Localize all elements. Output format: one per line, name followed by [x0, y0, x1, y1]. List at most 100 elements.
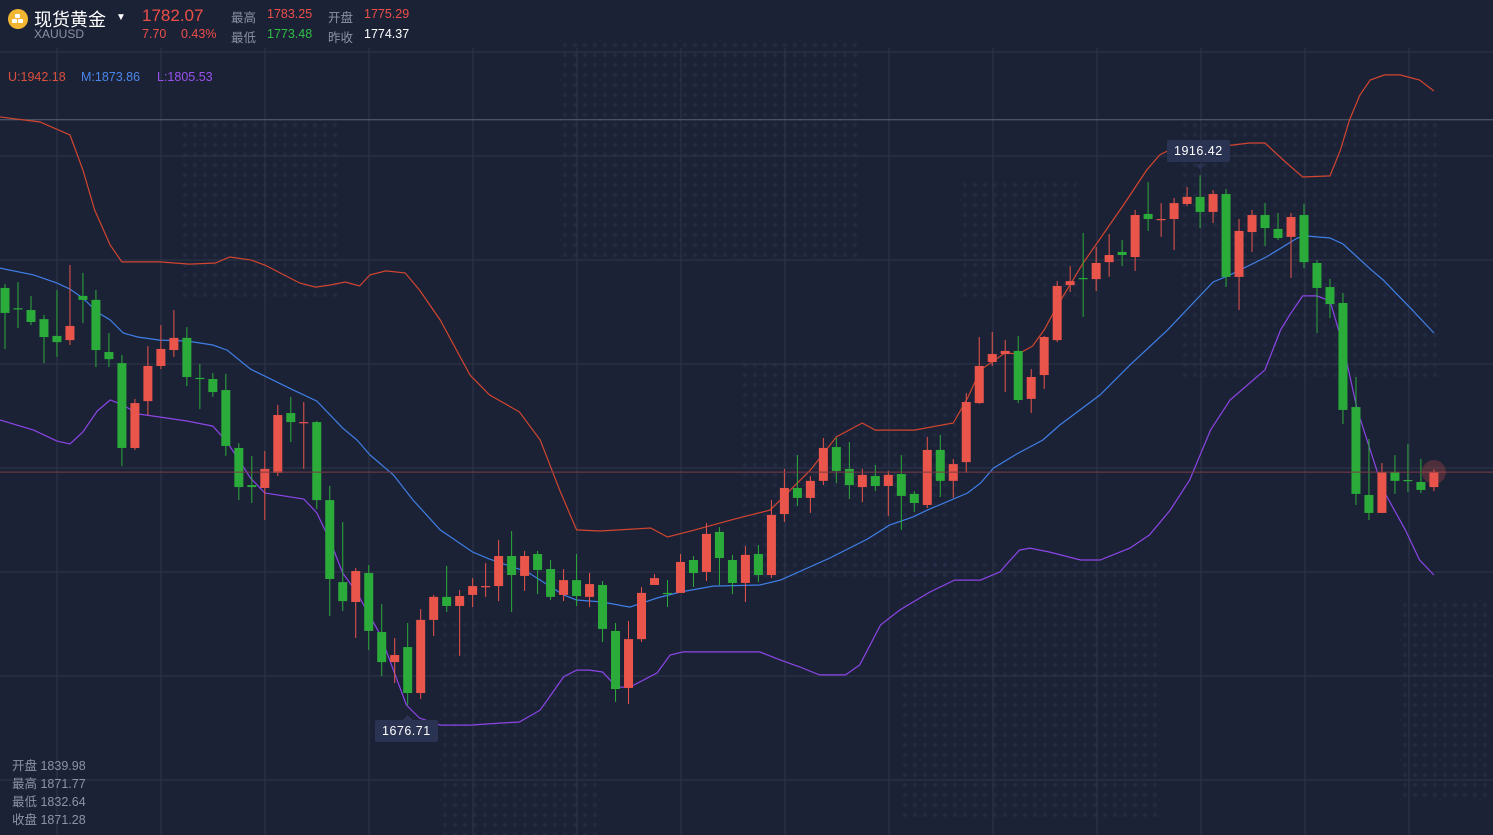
candle-down [1416, 481, 1426, 490]
tooltip-close: 收盘 1871.28 [12, 813, 86, 827]
current-price-glow [1421, 460, 1446, 485]
boll-upper-value: U:1942.18 [8, 70, 66, 84]
instrument-symbol: XAUUSD [34, 27, 85, 41]
price-change-percent: 0.43% [181, 27, 217, 41]
candle-down [1325, 287, 1335, 305]
candle-up [65, 325, 75, 341]
candle-down [792, 487, 802, 498]
open-value: 1775.29 [364, 7, 410, 21]
candle-up [624, 639, 634, 688]
candle-up [1026, 377, 1036, 399]
candle-up [468, 586, 478, 595]
candle-up [273, 415, 283, 473]
world-map-dots [900, 560, 1160, 820]
candle-down [598, 584, 608, 629]
candle-down [1273, 228, 1283, 239]
candle-down [935, 449, 945, 481]
world-map-dots [560, 40, 860, 260]
candle-up [857, 474, 867, 488]
candle-up [961, 401, 971, 463]
candle-up [1377, 472, 1387, 513]
candle-down [0, 287, 10, 313]
candle-down [1013, 350, 1023, 400]
min-price-label: 1676.71 [375, 720, 438, 742]
candle-up [987, 354, 997, 362]
candle-down [195, 377, 205, 380]
candle-down [234, 447, 244, 488]
candle-down [831, 447, 841, 471]
chevron-down-icon[interactable]: ▼ [116, 12, 126, 23]
candle-down [1338, 302, 1348, 410]
candle-up [1065, 281, 1075, 286]
max-price-label: 1916.42 [1167, 140, 1230, 162]
candle-up [883, 474, 893, 486]
candle-down [208, 379, 218, 393]
candle-down [182, 337, 192, 378]
candle-down [117, 363, 127, 448]
candle-down [662, 592, 672, 595]
candle-up [1182, 196, 1192, 204]
price-change: 7.70 [142, 27, 167, 41]
open-label: 开盘 [328, 11, 354, 25]
candle-down [52, 335, 62, 343]
candle-down [727, 559, 737, 583]
candle-up [1169, 203, 1179, 220]
candle-up [390, 655, 400, 663]
candle-down [1143, 213, 1153, 220]
candle-down [338, 582, 348, 602]
candle-up [740, 554, 750, 583]
candle-down [507, 556, 517, 576]
candle-up [494, 556, 504, 587]
price-lines [0, 164, 1493, 720]
candle-up [1208, 194, 1218, 212]
candle-down [325, 500, 335, 580]
world-map-dots [180, 120, 340, 300]
boll-middle-value: M:1873.86 [81, 70, 141, 84]
instrument-title[interactable]: 现货黄金 [34, 10, 106, 30]
candle-down [1078, 278, 1088, 280]
candle-up [805, 480, 815, 498]
low-value: 1773.48 [267, 27, 313, 41]
candle-up [974, 365, 984, 404]
candle-down [546, 569, 556, 597]
candle-down [1390, 472, 1400, 481]
candle-up [416, 619, 426, 694]
last-price: 1782.07 [142, 6, 204, 25]
candle-up [260, 468, 270, 488]
candle-down [364, 573, 374, 631]
gold-coin-icon [8, 9, 28, 29]
candle-down [870, 476, 880, 486]
candle-down [377, 632, 387, 663]
candle-up [922, 449, 932, 505]
candle-down [1403, 479, 1413, 482]
candle-up [481, 586, 491, 588]
candle-down [533, 554, 543, 570]
candle-up [675, 561, 685, 593]
candle-down [896, 474, 906, 496]
candle-up [299, 422, 309, 424]
candle-up [1247, 215, 1257, 233]
candle-up [1130, 215, 1140, 258]
candle-down [1299, 215, 1309, 263]
boll-upper-line [0, 74, 1435, 538]
quote-header: 现货黄金 ▼ XAUUSD 1782.07 7.70 0.43% 最高 1783… [0, 0, 600, 48]
candle-down [909, 493, 919, 503]
candle-up [1104, 255, 1114, 263]
candle-up [169, 337, 179, 351]
candle-up [649, 578, 659, 585]
prev-close-value: 1774.37 [364, 27, 410, 41]
candle-down [844, 468, 854, 486]
boll-lower-value: L:1805.53 [157, 70, 213, 84]
world-map-dots [960, 180, 1080, 300]
candle-down [1221, 194, 1231, 277]
tooltip-high: 最高 1871.77 [12, 777, 86, 791]
candle-up [779, 487, 789, 515]
candle-up [766, 514, 776, 576]
candle-down [26, 310, 36, 322]
candle-up [429, 596, 439, 620]
grid-lines [0, 40, 1493, 835]
world-map-dots [440, 620, 600, 835]
candle-down [572, 580, 582, 597]
candle-down [1351, 407, 1361, 494]
